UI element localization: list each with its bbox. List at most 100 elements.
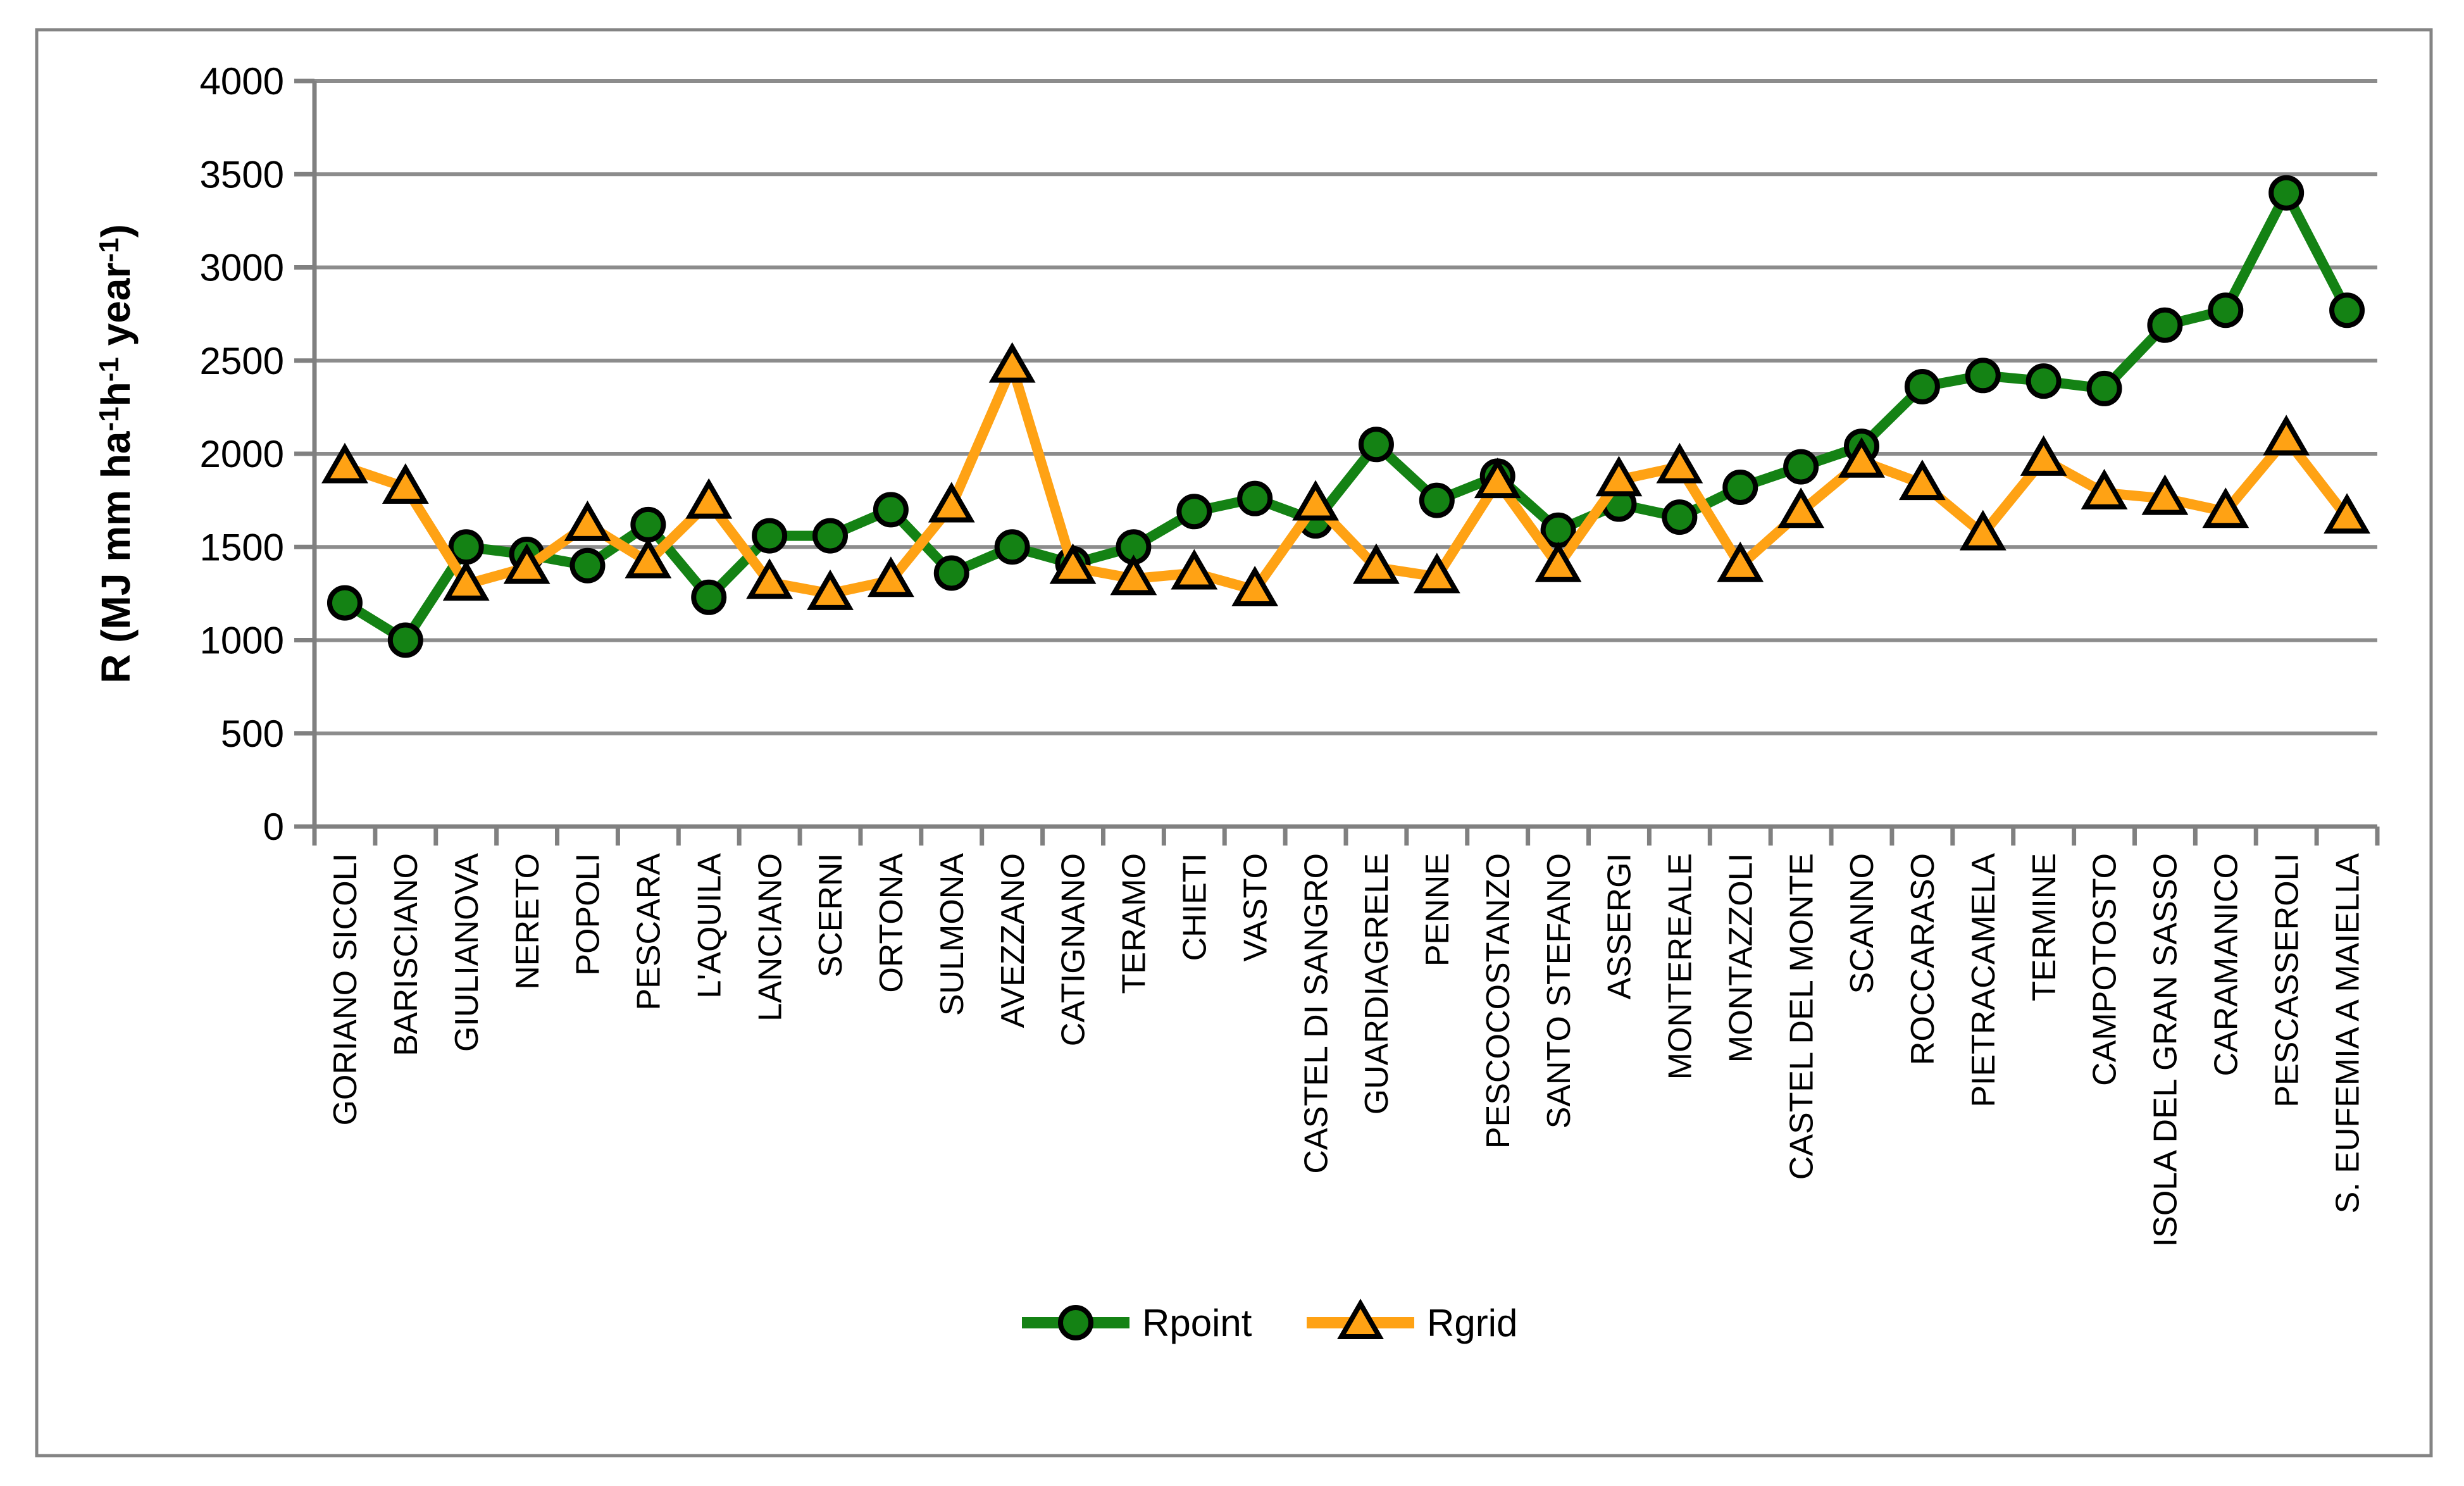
rgrid-marker [1413, 553, 1460, 594]
rgrid-marker [2141, 474, 2189, 515]
rpoint-marker [2208, 292, 2244, 328]
x-category-label: PIETRACAMELA [1965, 853, 2002, 1108]
rpoint-marker [933, 555, 969, 591]
x-category-label: ISOLA DEL GRAN SASSO [2148, 853, 2184, 1247]
x-category-label: ROCCARASO [1905, 853, 1941, 1065]
x-category-label: NERETO [509, 853, 546, 990]
rpoint-marker [2329, 292, 2365, 328]
rgrid-marker [2324, 493, 2370, 534]
rgrid-marker [1049, 543, 1097, 584]
y-tick-label: 0 [263, 806, 284, 848]
rgrid-marker [2081, 468, 2128, 509]
rgrid-marker [685, 478, 733, 519]
x-category-label: BARISCIANO [388, 853, 425, 1056]
x-category-label: ASSERGI [1602, 853, 1638, 999]
legend-rpoint-circle-icon [1058, 1305, 1093, 1340]
y-axis-title-part: year [93, 263, 139, 357]
rpoint-marker [1662, 499, 1698, 535]
x-category-label: SANTO STEFANO [1541, 853, 1577, 1128]
rgrid-marker [625, 537, 672, 578]
rgrid-marker [746, 558, 793, 599]
rgrid-marker [1171, 549, 1218, 590]
rgrid-marker [564, 500, 611, 541]
x-category-label: MONTEREALE [1662, 853, 1699, 1080]
rgrid-marker [2202, 487, 2249, 528]
rgrid-marker [928, 482, 975, 523]
rgrid-marker [988, 342, 1036, 383]
x-category-label: POPOLI [570, 853, 607, 976]
rpoint-marker [569, 547, 606, 584]
rgrid-marker [867, 556, 914, 597]
rgrid-line [343, 361, 2351, 599]
rgrid-marker [1534, 541, 1582, 582]
x-category-label: CASTEL DI SANGRO [1298, 853, 1335, 1174]
rpoint-marker [1722, 470, 1758, 506]
rpoint-marker [327, 585, 363, 621]
y-tick-label: 3000 [200, 247, 284, 289]
x-category-label: TERAMO [1116, 853, 1153, 994]
y-axis-title-superscript: -1 [94, 357, 125, 382]
y-axis-title-part: ) [93, 224, 139, 237]
y-tick-label: 1000 [200, 620, 284, 662]
rgrid-marker [321, 442, 368, 484]
x-category-label: VASTO [1237, 853, 1274, 961]
rpoint-marker [1237, 480, 1273, 516]
rgrid-marker [442, 560, 490, 601]
rpoint-marker [812, 518, 848, 554]
rgrid-marker [1838, 437, 1885, 478]
rgrid-marker [807, 569, 854, 610]
x-category-label: CASTEL DEL MONTE [1783, 853, 1820, 1180]
y-tick-label: 2500 [200, 340, 284, 382]
x-category-label: PESCOCOSTANZO [1480, 853, 1517, 1149]
x-category-label: CHIETI [1176, 853, 1213, 961]
y-axis-title-part: R (MJ mm ha [93, 431, 139, 684]
rgrid-marker [1110, 554, 1157, 596]
y-tick-label: 1500 [200, 526, 284, 568]
rpoint-marker [1965, 358, 2001, 394]
rpoint-marker [873, 492, 909, 528]
x-category-label: SULMONA [934, 853, 971, 1016]
rpoint-marker [752, 518, 788, 554]
rgrid-marker [1898, 459, 1946, 501]
rgrid-marker [1231, 565, 1279, 606]
x-category-label: L'AQUILA [691, 853, 728, 999]
rpoint-marker [2086, 370, 2122, 406]
x-category-label: PESCASSEROLI [2268, 853, 2305, 1108]
x-category-label: AVEZZANO [995, 853, 1031, 1028]
rpoint-marker [1540, 512, 1576, 548]
rpoint-marker [2268, 175, 2305, 211]
rgrid-marker [2020, 435, 2067, 476]
rgrid-marker [1717, 541, 1764, 582]
rpoint-marker [387, 622, 423, 658]
rpoint-marker [2025, 363, 2062, 399]
x-category-label: GUARDIAGRELE [1359, 853, 1395, 1114]
rgrid-marker [1474, 458, 1521, 499]
x-category-label: CAMPOTOSTO [2087, 853, 2124, 1086]
x-category-label: TERMINE [2026, 853, 2063, 1001]
x-category-label: LANCIANO [752, 853, 788, 1021]
y-axis-title-superscript: -1 [94, 406, 125, 431]
legend-rgrid-triangle-icon [1337, 1298, 1384, 1339]
rgrid-marker [382, 463, 429, 504]
legend-label-rgrid: Rgrid [1427, 1302, 1517, 1344]
rpoint-marker [630, 506, 666, 542]
figure-border [35, 28, 2433, 1458]
x-category-label: SCERNI [812, 853, 849, 977]
rgrid-marker [1292, 480, 1339, 521]
rpoint-marker [448, 529, 484, 565]
rpoint-line [342, 187, 2352, 646]
y-tick-label: 4000 [200, 60, 284, 103]
rpoint-marker [2147, 307, 2183, 343]
y-tick-label: 3500 [200, 153, 284, 196]
x-category-label: S. EUFEMIA A MAIELLA [2329, 853, 2366, 1214]
rgrid-marker [2263, 415, 2310, 456]
x-category-label: CATIGNANO [1055, 853, 1092, 1046]
x-category-label: ORTONA [873, 853, 910, 993]
y-tick-label: 500 [221, 713, 284, 755]
rpoint-marker [1783, 449, 1819, 485]
legend-label-rpoint: Rpoint [1142, 1302, 1252, 1344]
rpoint-marker [1904, 368, 1940, 404]
rpoint-marker [1358, 427, 1394, 463]
